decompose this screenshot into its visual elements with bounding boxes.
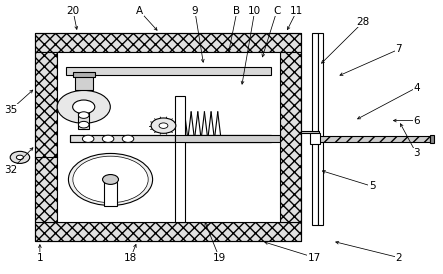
Text: C: C bbox=[273, 6, 280, 16]
Text: 9: 9 bbox=[192, 6, 198, 16]
Circle shape bbox=[82, 135, 94, 142]
Bar bbox=[70, 135, 271, 142]
Bar bbox=[310, 133, 320, 144]
Bar bbox=[175, 135, 280, 142]
Bar bbox=[66, 67, 271, 75]
Text: 11: 11 bbox=[290, 6, 303, 16]
Bar bbox=[301, 131, 319, 133]
Bar bbox=[73, 156, 148, 203]
Circle shape bbox=[16, 155, 23, 159]
Bar bbox=[35, 33, 301, 52]
Text: 10: 10 bbox=[248, 6, 261, 16]
Bar bbox=[35, 52, 57, 222]
Text: 2: 2 bbox=[396, 253, 402, 262]
Text: 7: 7 bbox=[396, 44, 402, 54]
Text: 1: 1 bbox=[37, 253, 43, 262]
Circle shape bbox=[73, 156, 148, 203]
Bar bbox=[175, 96, 185, 222]
Circle shape bbox=[10, 151, 30, 163]
Text: 32: 32 bbox=[4, 165, 18, 175]
Text: 28: 28 bbox=[357, 17, 370, 27]
Circle shape bbox=[78, 121, 89, 128]
Bar bbox=[75, 75, 93, 90]
Circle shape bbox=[57, 90, 110, 123]
Text: B: B bbox=[233, 6, 241, 16]
Bar bbox=[57, 52, 280, 222]
Bar bbox=[311, 136, 430, 142]
Text: 18: 18 bbox=[124, 253, 137, 262]
Text: 20: 20 bbox=[66, 6, 80, 16]
Circle shape bbox=[151, 118, 176, 133]
Bar bbox=[430, 135, 434, 143]
Circle shape bbox=[159, 123, 168, 129]
Bar bbox=[35, 33, 301, 241]
Bar bbox=[280, 52, 301, 222]
Text: 35: 35 bbox=[4, 105, 18, 115]
Bar bbox=[104, 182, 117, 206]
Text: A: A bbox=[136, 6, 143, 16]
Circle shape bbox=[78, 112, 89, 118]
Text: 17: 17 bbox=[308, 253, 321, 262]
Bar bbox=[35, 222, 301, 241]
Text: 5: 5 bbox=[369, 181, 375, 191]
Bar bbox=[318, 33, 323, 225]
Circle shape bbox=[68, 153, 152, 206]
Bar bbox=[70, 135, 271, 142]
Bar bbox=[73, 72, 95, 77]
Text: 6: 6 bbox=[413, 116, 420, 125]
Text: 3: 3 bbox=[413, 149, 420, 158]
Circle shape bbox=[102, 175, 118, 184]
Bar bbox=[78, 105, 89, 129]
Circle shape bbox=[122, 135, 134, 142]
Text: 19: 19 bbox=[213, 253, 226, 262]
Circle shape bbox=[73, 100, 95, 114]
Text: 4: 4 bbox=[413, 83, 420, 93]
Circle shape bbox=[102, 135, 114, 142]
Bar bbox=[312, 33, 318, 225]
